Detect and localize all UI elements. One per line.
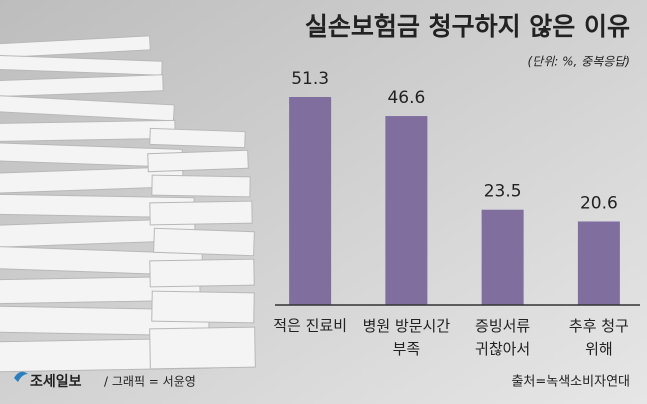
value-label: 23.5: [484, 182, 522, 202]
bar: [577, 221, 620, 305]
value-label: 51.3: [291, 69, 329, 89]
x-tick-label: 추후 청구 위해: [569, 317, 629, 358]
value-label: 46.6: [387, 88, 425, 108]
chart-title: 실손보험금 청구하지 않은 이유: [305, 12, 630, 41]
publisher: 조세일보: [30, 374, 82, 390]
x-tick-label: 적은 진료비: [273, 317, 347, 335]
bar: [289, 97, 332, 305]
bar: [385, 116, 428, 305]
paper-stack-illustration: [0, 35, 256, 373]
x-tick-label: 증빙서류 귀찮아서: [475, 317, 530, 358]
x-tick-label: 병원 방문시간 부족: [363, 317, 451, 358]
source: 출처=녹색소비자연대: [511, 375, 630, 390]
publisher-logo: [14, 371, 28, 382]
credit: / 그래픽 = 서윤영: [104, 375, 196, 389]
bar: [481, 209, 524, 305]
value-label: 20.6: [580, 193, 618, 213]
chart-subtitle: (단위: %, 중복응답): [528, 55, 631, 69]
